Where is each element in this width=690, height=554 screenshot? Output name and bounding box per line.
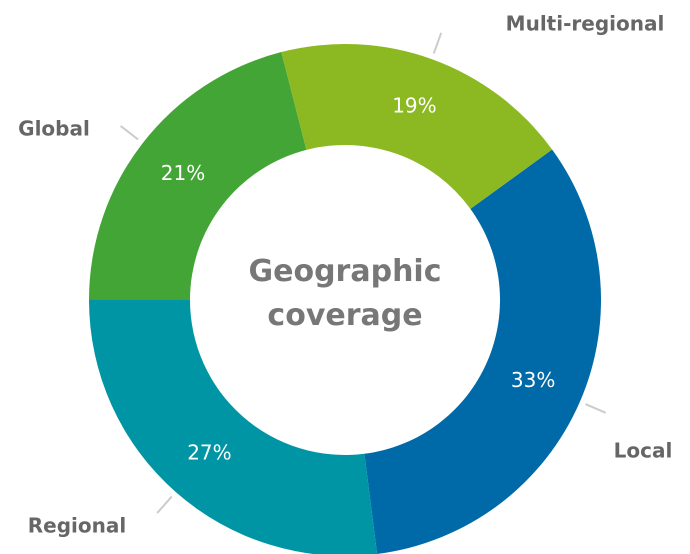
data-label: 21% [161, 161, 205, 185]
donut-segment [89, 52, 307, 300]
data-label: 33% [511, 368, 555, 392]
leader-line [432, 32, 443, 54]
donut-segment [364, 149, 601, 554]
category-label: Regional [28, 514, 126, 538]
category-label: Local [614, 439, 673, 463]
category-label: Multi-regional [506, 12, 665, 36]
data-label: 19% [392, 94, 436, 118]
leader-line [156, 495, 173, 514]
donut-segment [89, 300, 378, 554]
category-label: Global [18, 117, 90, 141]
donut-segment [281, 44, 553, 209]
leader-line [585, 403, 607, 414]
leader-line [119, 125, 139, 141]
chart-title: Geographic coverage [248, 254, 442, 333]
data-label: 27% [187, 440, 231, 464]
